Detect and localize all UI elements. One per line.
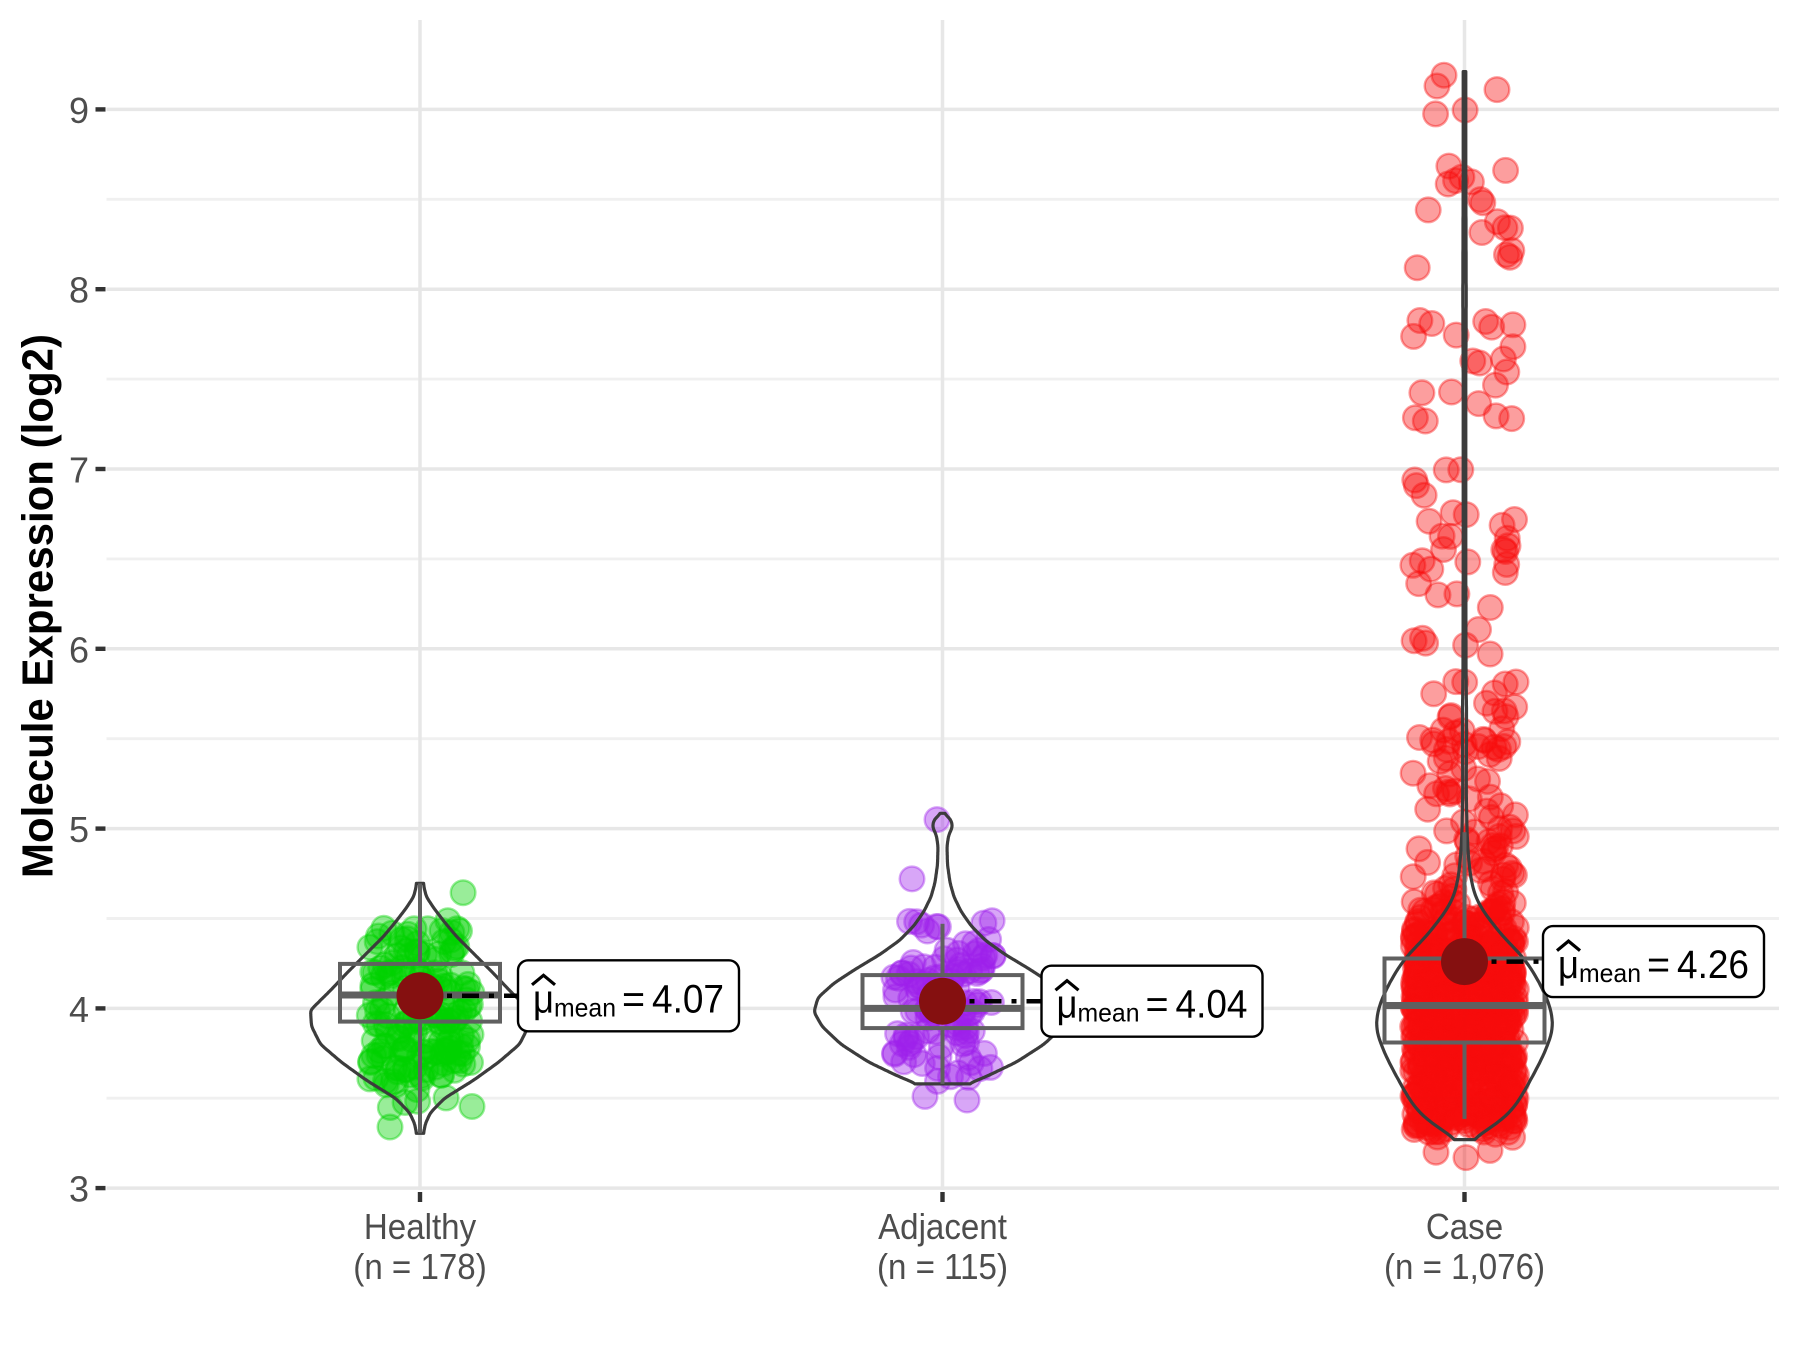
svg-text:8: 8	[69, 270, 89, 311]
svg-text:μ: μ	[1057, 983, 1078, 1027]
svg-text:mean: mean	[1579, 958, 1641, 988]
svg-text:9: 9	[69, 90, 89, 131]
svg-text:3: 3	[69, 1169, 89, 1210]
svg-text:Molecule Expression (log2): Molecule Expression (log2)	[14, 334, 63, 878]
svg-text:4.26: 4.26	[1677, 943, 1749, 987]
svg-text:Case: Case	[1426, 1208, 1503, 1248]
svg-text:mean: mean	[1078, 998, 1140, 1028]
svg-text:4: 4	[69, 989, 89, 1030]
svg-text:mean: mean	[554, 992, 616, 1022]
svg-text:=: =	[1647, 943, 1670, 987]
svg-text:Adjacent: Adjacent	[878, 1208, 1007, 1248]
svg-text:5: 5	[69, 809, 89, 850]
svg-text:6: 6	[69, 629, 89, 670]
svg-text:μ: μ	[1558, 943, 1579, 987]
svg-text:7: 7	[69, 450, 89, 491]
svg-text:(n = 178): (n = 178)	[353, 1248, 486, 1288]
svg-text:=: =	[1146, 983, 1169, 1027]
svg-text:Healthy: Healthy	[364, 1208, 477, 1248]
svg-text:4.04: 4.04	[1176, 983, 1248, 1027]
svg-text:4.07: 4.07	[652, 977, 724, 1021]
svg-text:(n = 1,076): (n = 1,076)	[1384, 1248, 1545, 1288]
svg-text:=: =	[622, 977, 645, 1021]
svg-text:μ: μ	[533, 977, 554, 1021]
svg-text:(n = 115): (n = 115)	[877, 1248, 1008, 1288]
